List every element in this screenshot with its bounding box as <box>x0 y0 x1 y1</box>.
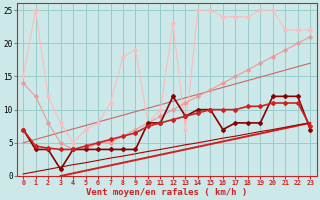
X-axis label: Vent moyen/en rafales ( km/h ): Vent moyen/en rafales ( km/h ) <box>86 188 247 197</box>
